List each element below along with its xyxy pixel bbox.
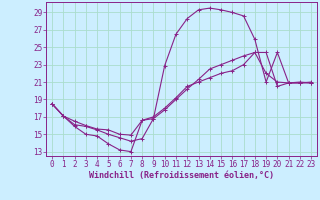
X-axis label: Windchill (Refroidissement éolien,°C): Windchill (Refroidissement éolien,°C)	[89, 171, 274, 180]
